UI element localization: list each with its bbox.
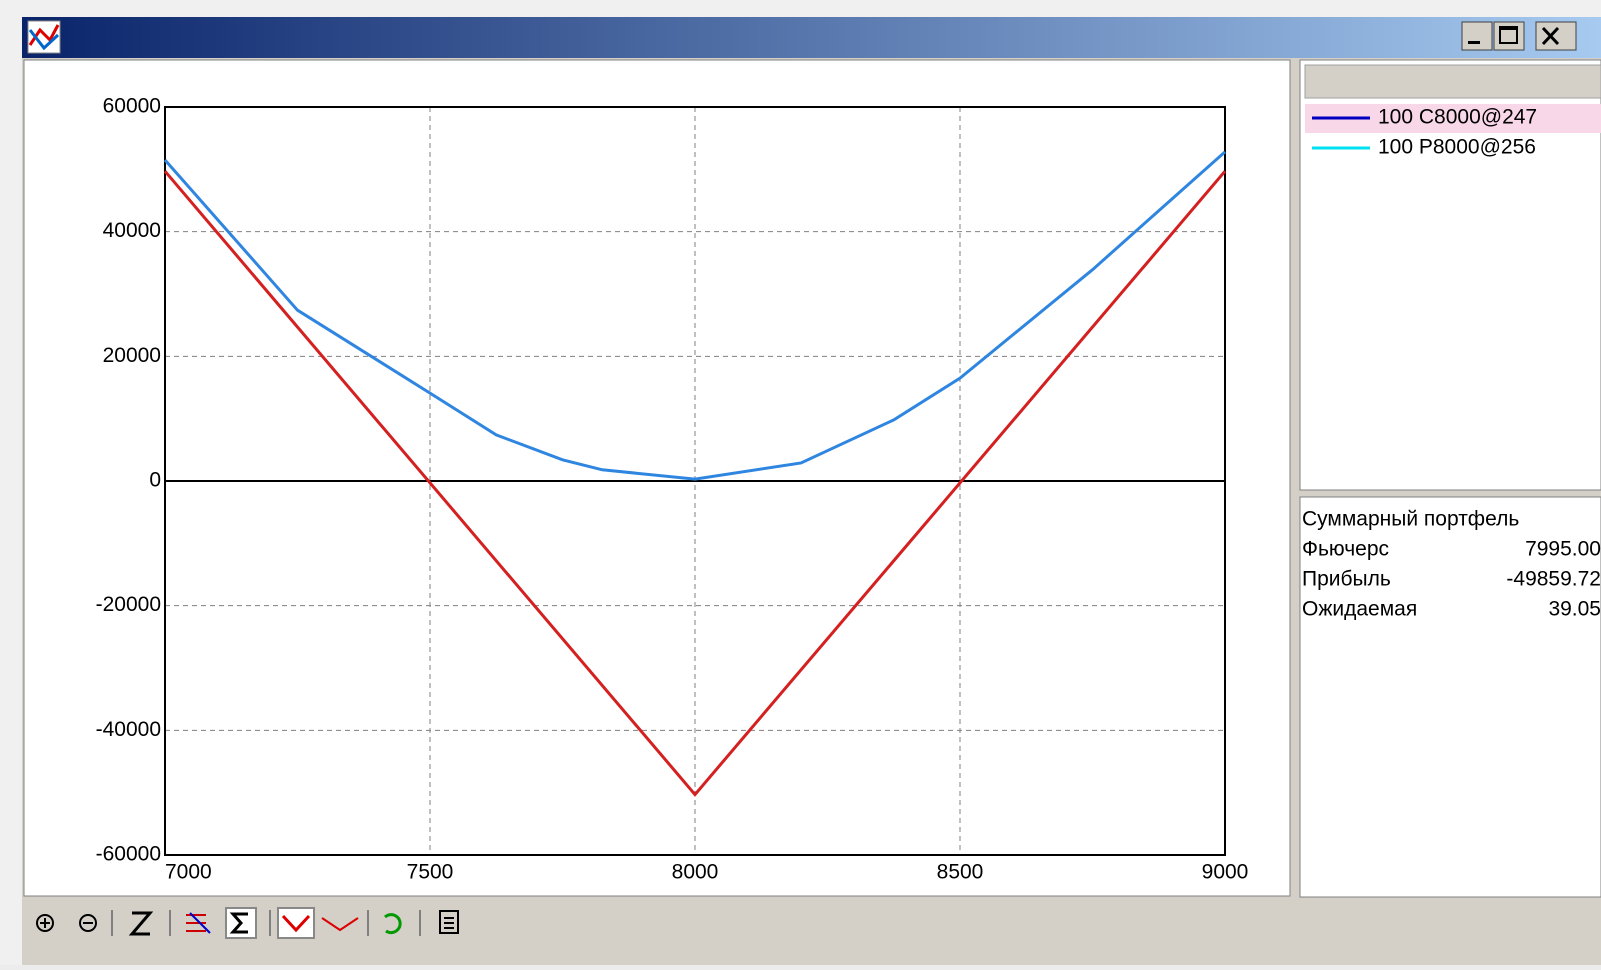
summary-label: Ожидаемая: [1302, 598, 1417, 621]
toolbar: [22, 899, 1601, 945]
close-button[interactable]: [1535, 21, 1577, 51]
x-tick-label: 9000: [1202, 861, 1249, 884]
x-tick-label: 7500: [407, 861, 454, 884]
summary-label: Прибыль: [1302, 568, 1391, 591]
title-bar: [22, 17, 1601, 58]
y-tick-label: 20000: [103, 344, 161, 367]
maximize-button[interactable]: [1493, 21, 1525, 51]
series-line: [163, 170, 1227, 797]
summary-value: 39.05: [1548, 598, 1601, 621]
y-tick-label: -20000: [96, 593, 161, 616]
app-icon: [27, 20, 61, 54]
y-tick-label: -60000: [96, 843, 161, 866]
y-tick-label: 0: [149, 469, 161, 492]
summary-title: Суммарный портфель: [1302, 508, 1519, 531]
y-tick-label: 40000: [103, 219, 161, 242]
plot-frame: [164, 106, 1226, 856]
chart-panel: [23, 59, 1291, 897]
x-tick-label: 7000: [165, 861, 212, 884]
legend-label: 100 C8000@247: [1378, 106, 1537, 129]
summary-value: 7995.00: [1525, 538, 1601, 561]
legend-header: [1304, 64, 1601, 99]
minimize-button[interactable]: [1461, 21, 1493, 51]
x-tick-label: 8000: [672, 861, 719, 884]
series-line: [163, 150, 1226, 481]
legend-label: 100 P8000@256: [1378, 136, 1536, 159]
y-tick-label: -40000: [96, 718, 161, 741]
x-tick-label: 8500: [937, 861, 984, 884]
summary-label: Фьючерс: [1302, 538, 1389, 561]
summary-value: -49859.72: [1506, 568, 1601, 591]
summary-panel: [1299, 496, 1601, 898]
toolbar-icons[interactable]: [36, 907, 459, 939]
y-tick-label: 60000: [103, 95, 161, 118]
